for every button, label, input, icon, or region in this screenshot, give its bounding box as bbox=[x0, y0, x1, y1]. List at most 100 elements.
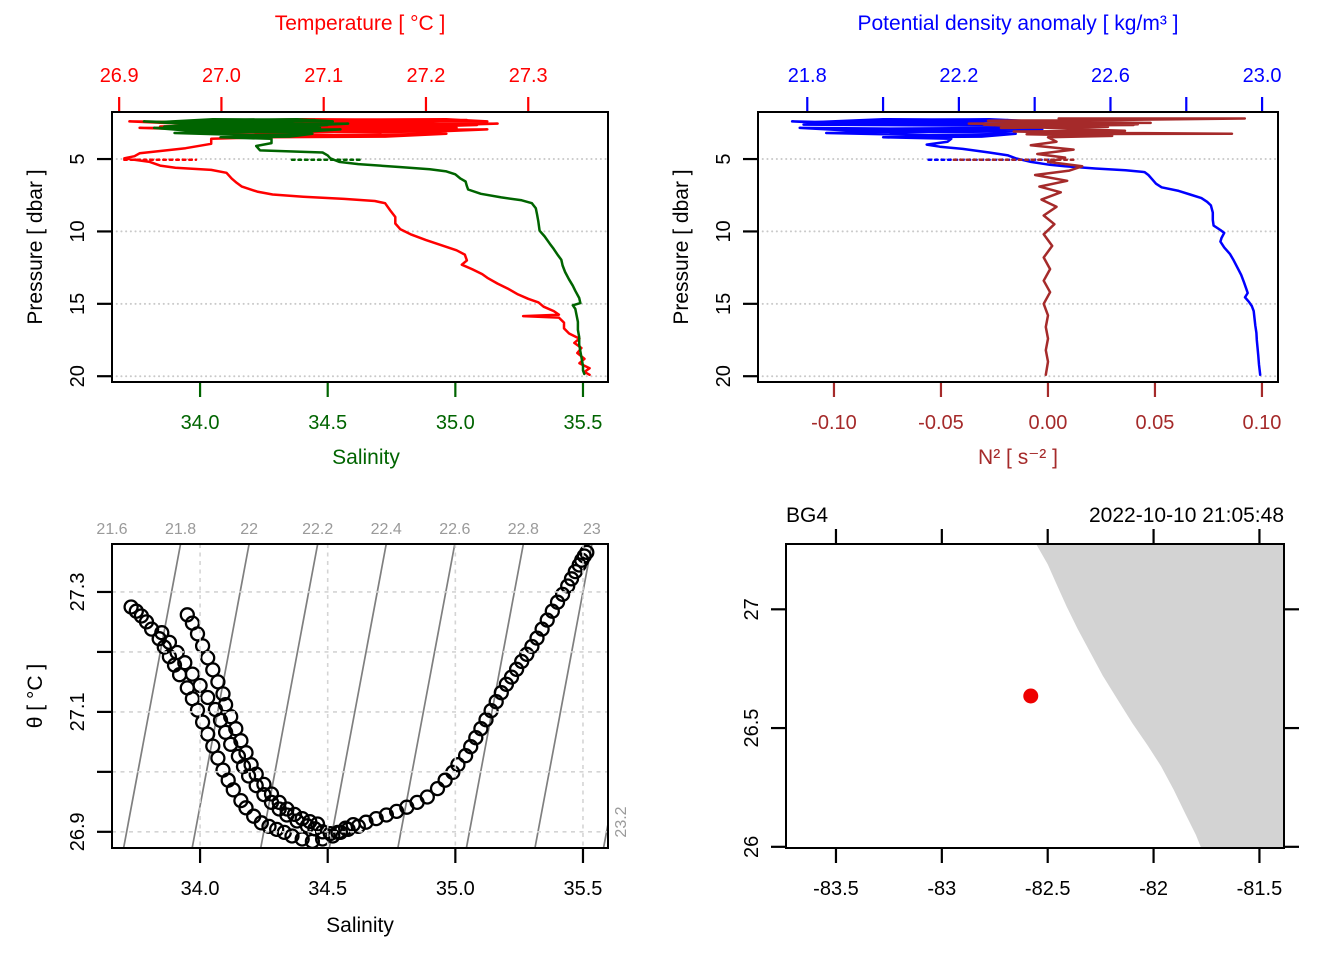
ts-point bbox=[358, 814, 374, 830]
ts-scatter-points bbox=[123, 544, 595, 848]
n2-profile-line bbox=[967, 117, 1247, 377]
ts-point bbox=[269, 821, 285, 838]
ts-point bbox=[325, 828, 341, 844]
isopycnal-lines bbox=[112, 544, 608, 848]
ts-point bbox=[154, 625, 170, 641]
density-profile-line bbox=[790, 117, 1262, 377]
density-n2-panel-left-tick-label: 5 bbox=[713, 153, 735, 164]
isopycnal-line bbox=[602, 819, 608, 848]
ts-left-tick-label: 26.9 bbox=[67, 812, 89, 851]
ts-point bbox=[437, 772, 453, 788]
temperature-profile-line bbox=[123, 117, 591, 377]
ts-point bbox=[256, 776, 272, 793]
ts-point bbox=[261, 818, 277, 835]
ts-point bbox=[519, 646, 535, 662]
isopycnal-top-label: 22.6 bbox=[439, 521, 470, 538]
isopycnal-top-label: 21.6 bbox=[96, 521, 127, 538]
ts-bottom-tick-label: 35.0 bbox=[436, 878, 475, 900]
isopycnal-right-label: 23.2 bbox=[613, 806, 630, 837]
ts-point bbox=[579, 544, 595, 561]
temperature-salinity-panel-left-tick-label: 20 bbox=[67, 365, 89, 387]
density-n2-panel-bottom-tick-label: 0.10 bbox=[1242, 412, 1281, 434]
ts-point bbox=[419, 789, 435, 805]
temperature-salinity-panel-top-tick-label: 27.0 bbox=[202, 65, 241, 87]
ts-point bbox=[223, 736, 239, 752]
isopycnal-top-label: 21.8 bbox=[165, 521, 196, 538]
ts-point bbox=[284, 828, 300, 844]
density-n2-panel-left-tick-label: 15 bbox=[713, 293, 735, 315]
ts-point bbox=[314, 831, 331, 847]
ts-point bbox=[248, 777, 264, 794]
density-n2-panel-bottom-tick-label: -0.10 bbox=[811, 412, 857, 434]
isopycnal-line bbox=[122, 544, 182, 848]
station-map-panel: -83.5 -83 -82.5 -82 -81.5 26 26.5 27 bbox=[741, 529, 1299, 900]
ts-bottom-tick-label: 35.5 bbox=[564, 878, 603, 900]
ts-bottom-tick-label: 34.5 bbox=[308, 878, 347, 900]
density-n2-panel-bottom-tick-label: 0.05 bbox=[1135, 412, 1174, 434]
map-longitude-tick-label: -82 bbox=[1139, 878, 1168, 900]
station-time-label: 2022-10-10 21:05:48 bbox=[1089, 504, 1284, 527]
temperature-salinity-panel-top-tick-label: 26.9 bbox=[100, 65, 139, 87]
temperature-salinity-panel-bottom-tick-label: 35.5 bbox=[564, 412, 603, 434]
ts-point bbox=[215, 686, 231, 702]
ts-point bbox=[256, 786, 272, 803]
ts-point bbox=[248, 766, 264, 782]
isopycnal-top-label: 22.2 bbox=[302, 521, 333, 538]
ts-point bbox=[263, 786, 280, 802]
temperature-salinity-panel-top-tick-label: 27.3 bbox=[509, 65, 548, 87]
temperature-salinity-panel-bottom-tick-label: 34.0 bbox=[181, 412, 220, 434]
land-polygon bbox=[1036, 544, 1284, 848]
map-longitude-tick-label: -83.5 bbox=[813, 878, 859, 900]
density-n2-panel-left-tick-label: 20 bbox=[713, 365, 735, 387]
ts-point bbox=[177, 655, 193, 671]
isopycnal-top-label: 23 bbox=[583, 521, 601, 538]
ts-point bbox=[549, 594, 566, 610]
ts-point bbox=[508, 661, 525, 677]
ts-point bbox=[225, 782, 241, 798]
isopycnal-line bbox=[534, 544, 593, 848]
isopycnal-top-label: 22.4 bbox=[371, 521, 402, 538]
density-n2-panel-top-tick-label: 22.6 bbox=[1091, 65, 1130, 87]
density-n2-panel-top-tick-label: 22.2 bbox=[939, 65, 978, 87]
ts-point bbox=[560, 578, 576, 594]
temperature-salinity-panel-bottom-tick-label: 35.0 bbox=[436, 412, 475, 434]
map-longitude-tick-label: -82.5 bbox=[1025, 878, 1071, 900]
temperature-axis-title: Temperature [ °C ] bbox=[275, 12, 446, 35]
temperature-salinity-panel: 26.9 27.0 27.1 27.2 27.3 34.0 34.5 35.0 35.5 5 10 1… bbox=[67, 65, 609, 434]
ts-salinity-axis-title: Salinity bbox=[326, 914, 394, 937]
ts-point bbox=[350, 818, 366, 835]
density-n2-panel-data bbox=[790, 117, 1262, 377]
density-n2-panel-box bbox=[757, 111, 1279, 383]
ts-point bbox=[143, 621, 160, 637]
rendered-panels: 26.9 27.0 27.1 27.2 27.3 34.0 34.5 35.0 35.5 5 10 1… bbox=[67, 65, 1299, 900]
density-n2-panel-left-tick-label: 10 bbox=[713, 220, 735, 242]
ts-diagram-panel: 21.6 21.8 22 22.2 22.4 22.6 22.8 23 34.0 34.5 35.0… bbox=[67, 521, 609, 900]
ts-left-tick-label: 27.1 bbox=[67, 692, 89, 731]
temperature-salinity-panel-top-tick-label: 27.1 bbox=[304, 65, 343, 87]
ts-point bbox=[563, 571, 580, 587]
ts-bottom-tick-label: 34.0 bbox=[181, 878, 220, 900]
salinity-profile-line bbox=[142, 117, 586, 376]
temperature-salinity-panel-left-tick-label: 10 bbox=[67, 220, 89, 242]
temperature-salinity-panel-data bbox=[123, 117, 591, 377]
map-longitude-tick-label: -83 bbox=[927, 878, 956, 900]
ts-point bbox=[340, 821, 356, 838]
isopycnal-line bbox=[328, 544, 388, 848]
map-latitude-tick-label: 26 bbox=[741, 836, 763, 858]
map-longitude-tick-label: -81.5 bbox=[1237, 878, 1283, 900]
ts-box bbox=[111, 543, 609, 849]
pressure-axis-title-right-panel: Pressure [ dbar ] bbox=[670, 169, 693, 324]
temperature-salinity-panel-bottom-tick-label: 34.5 bbox=[308, 412, 347, 434]
ts-left-tick-label: 27.3 bbox=[67, 572, 89, 611]
ts-point bbox=[238, 800, 254, 816]
temperature-salinity-panel-box bbox=[111, 111, 609, 383]
station-name-label: BG4 bbox=[786, 504, 828, 527]
temperature-salinity-panel-left-tick-label: 5 bbox=[67, 153, 89, 164]
salinity-axis-title: Salinity bbox=[332, 446, 400, 469]
map-latitude-tick-label: 27 bbox=[741, 598, 763, 620]
density-n2-panel: 21.8 22.2 22.6 23.0 -0.10 -0.05 0.00 0.05 0.10 5 1… bbox=[713, 65, 1282, 434]
density-axis-title: Potential density anomaly [ kg/m³ ] bbox=[858, 12, 1179, 35]
temperature-salinity-panel-left-tick-label: 15 bbox=[67, 293, 89, 315]
isopycnal-line bbox=[191, 544, 250, 848]
